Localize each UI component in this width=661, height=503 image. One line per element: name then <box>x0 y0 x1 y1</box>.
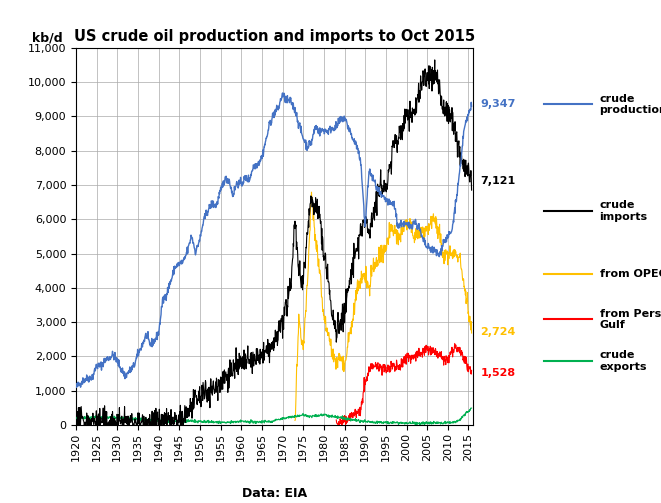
Text: 9,347: 9,347 <box>481 100 516 110</box>
Text: Data: EIA: Data: EIA <box>242 487 307 500</box>
Text: kb/d: kb/d <box>32 31 63 44</box>
Text: from Persian
Gulf: from Persian Gulf <box>600 309 661 330</box>
Text: 7,121: 7,121 <box>481 176 516 186</box>
Text: crude
imports: crude imports <box>600 200 648 222</box>
Text: crude
exports: crude exports <box>600 350 647 372</box>
Text: 2,724: 2,724 <box>481 326 516 337</box>
Text: crude
production: crude production <box>600 94 661 115</box>
Title: US crude oil production and imports to Oct 2015: US crude oil production and imports to O… <box>74 29 475 44</box>
Text: from OPEC: from OPEC <box>600 269 661 279</box>
Text: 1,528: 1,528 <box>481 368 516 378</box>
